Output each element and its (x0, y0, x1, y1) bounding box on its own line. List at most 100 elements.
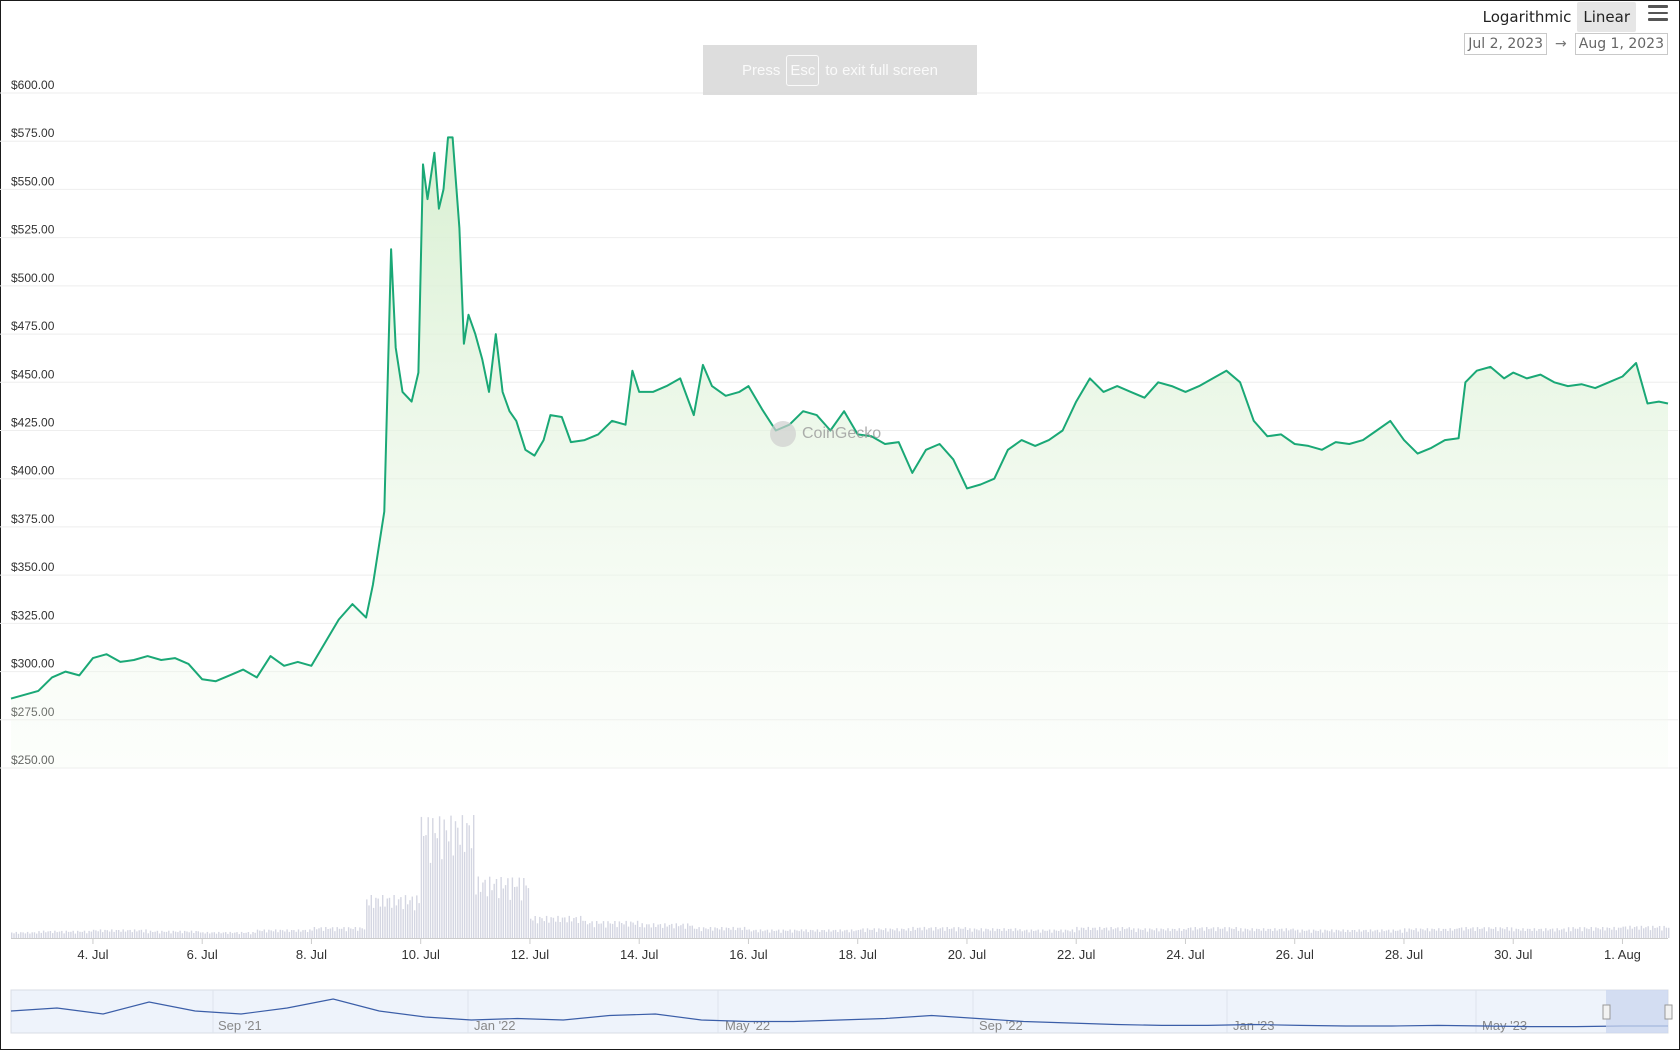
volume-bar (1454, 929, 1456, 938)
notice-press-text: Press (742, 61, 781, 79)
volume-bar (1042, 929, 1044, 938)
volume-bar (557, 915, 559, 938)
volume-bar (1643, 928, 1645, 938)
volume-bar (489, 876, 491, 938)
volume-bar (218, 931, 220, 938)
volume-bar (982, 931, 985, 938)
volume-bar (152, 932, 154, 938)
volume-bar (124, 931, 127, 938)
volume-bar (295, 931, 297, 938)
volume-bar (206, 931, 209, 938)
volume-bar (334, 931, 336, 938)
navigator-label: Jan '22 (474, 1018, 516, 1033)
volume-bar (165, 931, 168, 938)
x-tick-label: 4. Jul (77, 947, 108, 962)
volume-bar (1338, 930, 1340, 938)
volume-bar (960, 928, 962, 938)
volume-bar (518, 877, 520, 938)
volume-bar (67, 931, 70, 938)
hamburger-menu-icon[interactable] (1648, 5, 1668, 21)
x-axis: 4. Jul 6. Jul 8. Jul 10. Jul 12. Jul 14. Jul 1… (77, 938, 1641, 962)
volume-bar (957, 927, 960, 938)
volume-bar (288, 931, 291, 938)
volume-bar (1199, 928, 1201, 938)
volume-bar (1374, 930, 1376, 938)
volume-bar (368, 905, 370, 938)
volume-bar (1515, 928, 1517, 938)
coingecko-watermark: CoinGecko (770, 421, 881, 447)
volume-bar (1294, 930, 1297, 938)
volume-bar (304, 929, 306, 938)
navigator-handle[interactable] (1664, 1004, 1673, 1020)
volume-bar (796, 930, 798, 938)
volume-bar (1658, 926, 1661, 938)
volume-bar (814, 931, 816, 938)
navigator-selection[interactable] (1606, 990, 1668, 1033)
volume-bar (1547, 930, 1549, 938)
volume-bar (127, 930, 129, 938)
volume-bar (728, 928, 730, 938)
volume-bar (61, 930, 63, 938)
date-from-input[interactable]: Jul 2, 2023 (1464, 33, 1548, 55)
navigator-label: Jan '23 (1233, 1018, 1275, 1033)
volume-bar (1624, 926, 1627, 938)
volume-bar (1114, 928, 1117, 938)
volume-bar (145, 929, 147, 938)
volume-bar (329, 928, 332, 938)
volume-bar (188, 932, 190, 938)
volume-bar (598, 923, 600, 938)
volume-bar (120, 931, 122, 938)
volume-bar (823, 930, 825, 938)
volume-bar (338, 928, 341, 938)
navigator-handle[interactable] (1602, 1004, 1611, 1020)
volume-bar (1319, 929, 1322, 938)
volume-bar (495, 879, 498, 938)
volume-bar (225, 932, 227, 938)
volume-bar (891, 929, 894, 938)
volume-bar (1210, 928, 1212, 938)
volume-bar (26, 931, 29, 938)
volume-bar (143, 932, 145, 938)
volume-bar (1467, 929, 1470, 938)
volume-bar (1435, 930, 1438, 938)
volume-bar (882, 930, 885, 938)
volume-bar (1028, 932, 1030, 938)
volume-bar (682, 923, 684, 938)
volume-bar (1196, 929, 1199, 938)
volume-bar (1278, 929, 1281, 938)
volume-bar (1417, 931, 1419, 938)
volume-bar (530, 918, 532, 938)
logarithmic-button[interactable]: Logarithmic (1482, 8, 1572, 26)
volume-bar (300, 931, 302, 938)
volume-bar (1101, 929, 1103, 938)
volume-bar (209, 933, 211, 938)
volume-bar (79, 931, 81, 938)
volume-bar (607, 921, 609, 938)
volume-bar (1281, 928, 1283, 938)
volume-bar (1513, 931, 1515, 938)
volume-bar (1419, 928, 1422, 938)
volume-bar (1640, 925, 1643, 938)
volume-bar (1203, 930, 1206, 938)
volume-bar (848, 932, 850, 938)
volume-bar (1367, 932, 1369, 938)
volume-bar (948, 929, 951, 938)
volume-bar (259, 930, 261, 938)
volume-bar (1629, 925, 1631, 938)
volume-bar (696, 928, 698, 938)
volume-bar (452, 855, 454, 938)
volume-bar (1119, 930, 1121, 938)
volume-bar (1276, 930, 1278, 938)
x-tick-label: 12. Jul (511, 947, 549, 962)
volume-bar (1265, 930, 1267, 938)
volume-bar (1253, 931, 1256, 938)
volume-bar (441, 859, 443, 938)
volume-bar (825, 931, 828, 938)
volume-bar (561, 917, 564, 938)
linear-button[interactable]: Linear (1577, 2, 1636, 32)
x-tick-label: 14. Jul (620, 947, 658, 962)
volume-bar (1540, 928, 1542, 938)
volume-bar (1174, 929, 1176, 938)
date-to-input[interactable]: Aug 1, 2023 (1574, 33, 1668, 55)
